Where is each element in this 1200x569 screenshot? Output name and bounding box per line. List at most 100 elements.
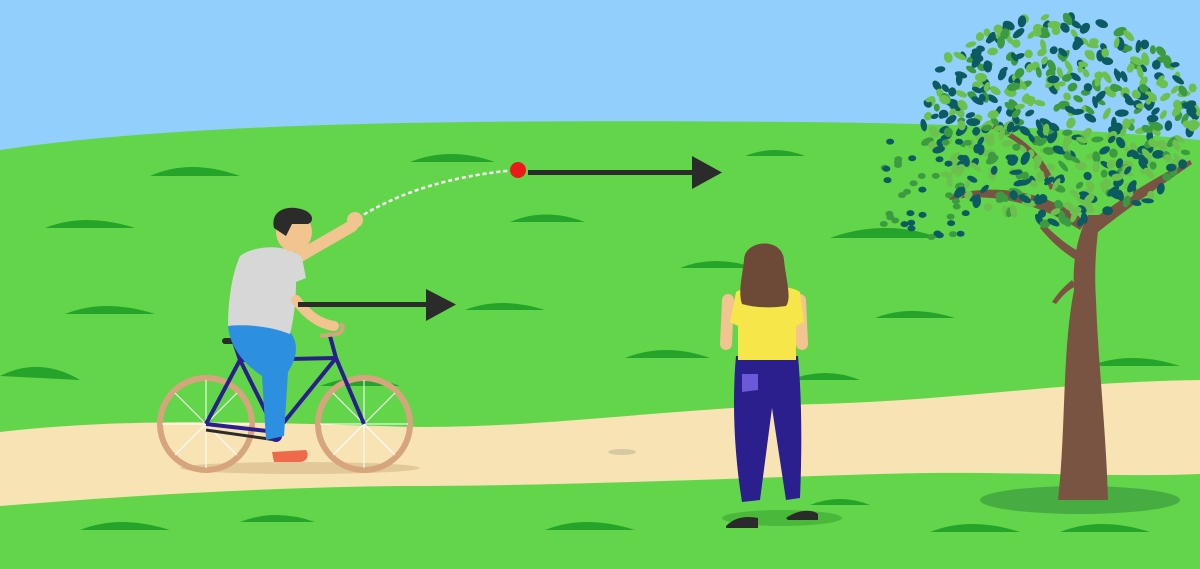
tree-leaf (891, 217, 900, 224)
tree-leaf (1018, 194, 1032, 204)
tree-leaf (1063, 218, 1072, 227)
tree-leaf (1130, 142, 1138, 152)
tree-leaf (927, 234, 936, 240)
tree-leaf (1164, 120, 1173, 131)
tree-leaf (1102, 206, 1113, 216)
tree-leaf (1004, 101, 1015, 111)
tree-leaf (1151, 107, 1160, 116)
tree-leaf (1089, 38, 1099, 46)
cyclist-pants (228, 319, 296, 440)
tree-leaf (1069, 206, 1082, 215)
tree-leaf (964, 190, 973, 200)
tree-leaf (963, 139, 972, 146)
tree-leaf (1027, 97, 1035, 107)
arrow-head (426, 289, 456, 321)
tree-leaf (1107, 186, 1120, 196)
observer-pocket (742, 374, 758, 392)
tree-leaf (1033, 154, 1042, 165)
tree-leaf (1009, 190, 1018, 201)
tree-leaf (1101, 57, 1114, 66)
tree-leaf (1136, 65, 1144, 79)
tree-leaf (1040, 39, 1047, 52)
tree-leaf (1012, 28, 1025, 39)
tree-leaf (918, 186, 927, 193)
tree-leaf (1083, 193, 1095, 205)
tree-leaf (1100, 180, 1107, 194)
tree-leaf (964, 179, 971, 189)
tree-leaf (1037, 137, 1047, 147)
tree-leaf (1109, 148, 1118, 158)
tree-leaf (1006, 121, 1015, 133)
tree-leaf (971, 55, 982, 68)
tree-leaf (1044, 176, 1055, 186)
tree-leaf (1025, 109, 1035, 117)
tree-leaf (1091, 136, 1104, 143)
cyclist-arm-raised (294, 220, 358, 262)
tree-leaf (1115, 137, 1126, 149)
tree-leaf (1181, 112, 1189, 125)
tree-leaf (1012, 39, 1021, 48)
tree-leaf (1083, 83, 1093, 92)
tree-leaf (1050, 208, 1061, 216)
tree-leaf (920, 118, 927, 132)
grass-tuft (930, 524, 1020, 532)
tree-leaf (1006, 82, 1021, 92)
tree-leaf (1010, 52, 1019, 62)
tree-leaf (1081, 127, 1092, 139)
tree-leaf (971, 96, 984, 105)
tree-leaf (1126, 63, 1135, 73)
tree-leaf (1141, 124, 1153, 134)
tree-leaf (1113, 26, 1127, 37)
tree-leaf (1131, 199, 1142, 207)
tree-leaf (1069, 189, 1081, 199)
tree-leaf (1138, 84, 1149, 93)
observer-shoe-right (786, 510, 818, 520)
grass-tuft (1060, 524, 1150, 532)
tree-leaf (1156, 46, 1166, 57)
tree-leaf (1084, 49, 1095, 60)
grass-tuft (465, 303, 545, 310)
tree-leaf (970, 162, 982, 172)
tree-leaf (1052, 145, 1066, 155)
tree-leaf (1111, 173, 1123, 181)
tree-leaf (986, 133, 995, 145)
ball (510, 162, 526, 178)
tree-leaf (894, 162, 903, 168)
tree-leaf (1076, 136, 1088, 144)
tree-leaf (1131, 89, 1141, 99)
tree-leaf (1061, 73, 1073, 82)
tree-leaf (1017, 15, 1027, 28)
tree-leaf (1036, 170, 1045, 183)
tree-leaf (928, 125, 940, 138)
tree-leaf (983, 28, 991, 37)
tree-leaf (969, 194, 981, 202)
tree-leaf (1141, 148, 1152, 160)
tree-leaf (952, 203, 961, 210)
tree-leaf (1163, 55, 1172, 69)
tree-leaf (943, 52, 953, 63)
tree-leaf (1019, 126, 1031, 136)
tree-leaf (990, 165, 998, 175)
tree-leaf (1166, 163, 1177, 172)
tree-leaf (1075, 161, 1087, 171)
path-stone (608, 449, 636, 455)
tree-leaf (932, 145, 945, 154)
tree-leaf (987, 173, 995, 181)
tree-leaf (1073, 95, 1083, 103)
tree-leaf (983, 203, 993, 212)
tree-leaf (1092, 161, 1100, 173)
tree-leaf (944, 160, 953, 167)
tree-leaf (989, 86, 1001, 96)
tree-leaf (1186, 100, 1197, 108)
tree-leaf (1018, 144, 1028, 154)
grass-tuft (80, 522, 170, 530)
tree-leaf (941, 139, 950, 146)
tree-leaf (1092, 151, 1101, 163)
tree-leaf (900, 221, 909, 228)
tree-leaf (1130, 56, 1144, 66)
tree-leaf (1099, 146, 1110, 155)
tree-leaf (1047, 122, 1060, 132)
tree-leaf (1170, 62, 1180, 68)
tree-leaf (1188, 83, 1197, 93)
tree-leaf (1082, 68, 1090, 78)
